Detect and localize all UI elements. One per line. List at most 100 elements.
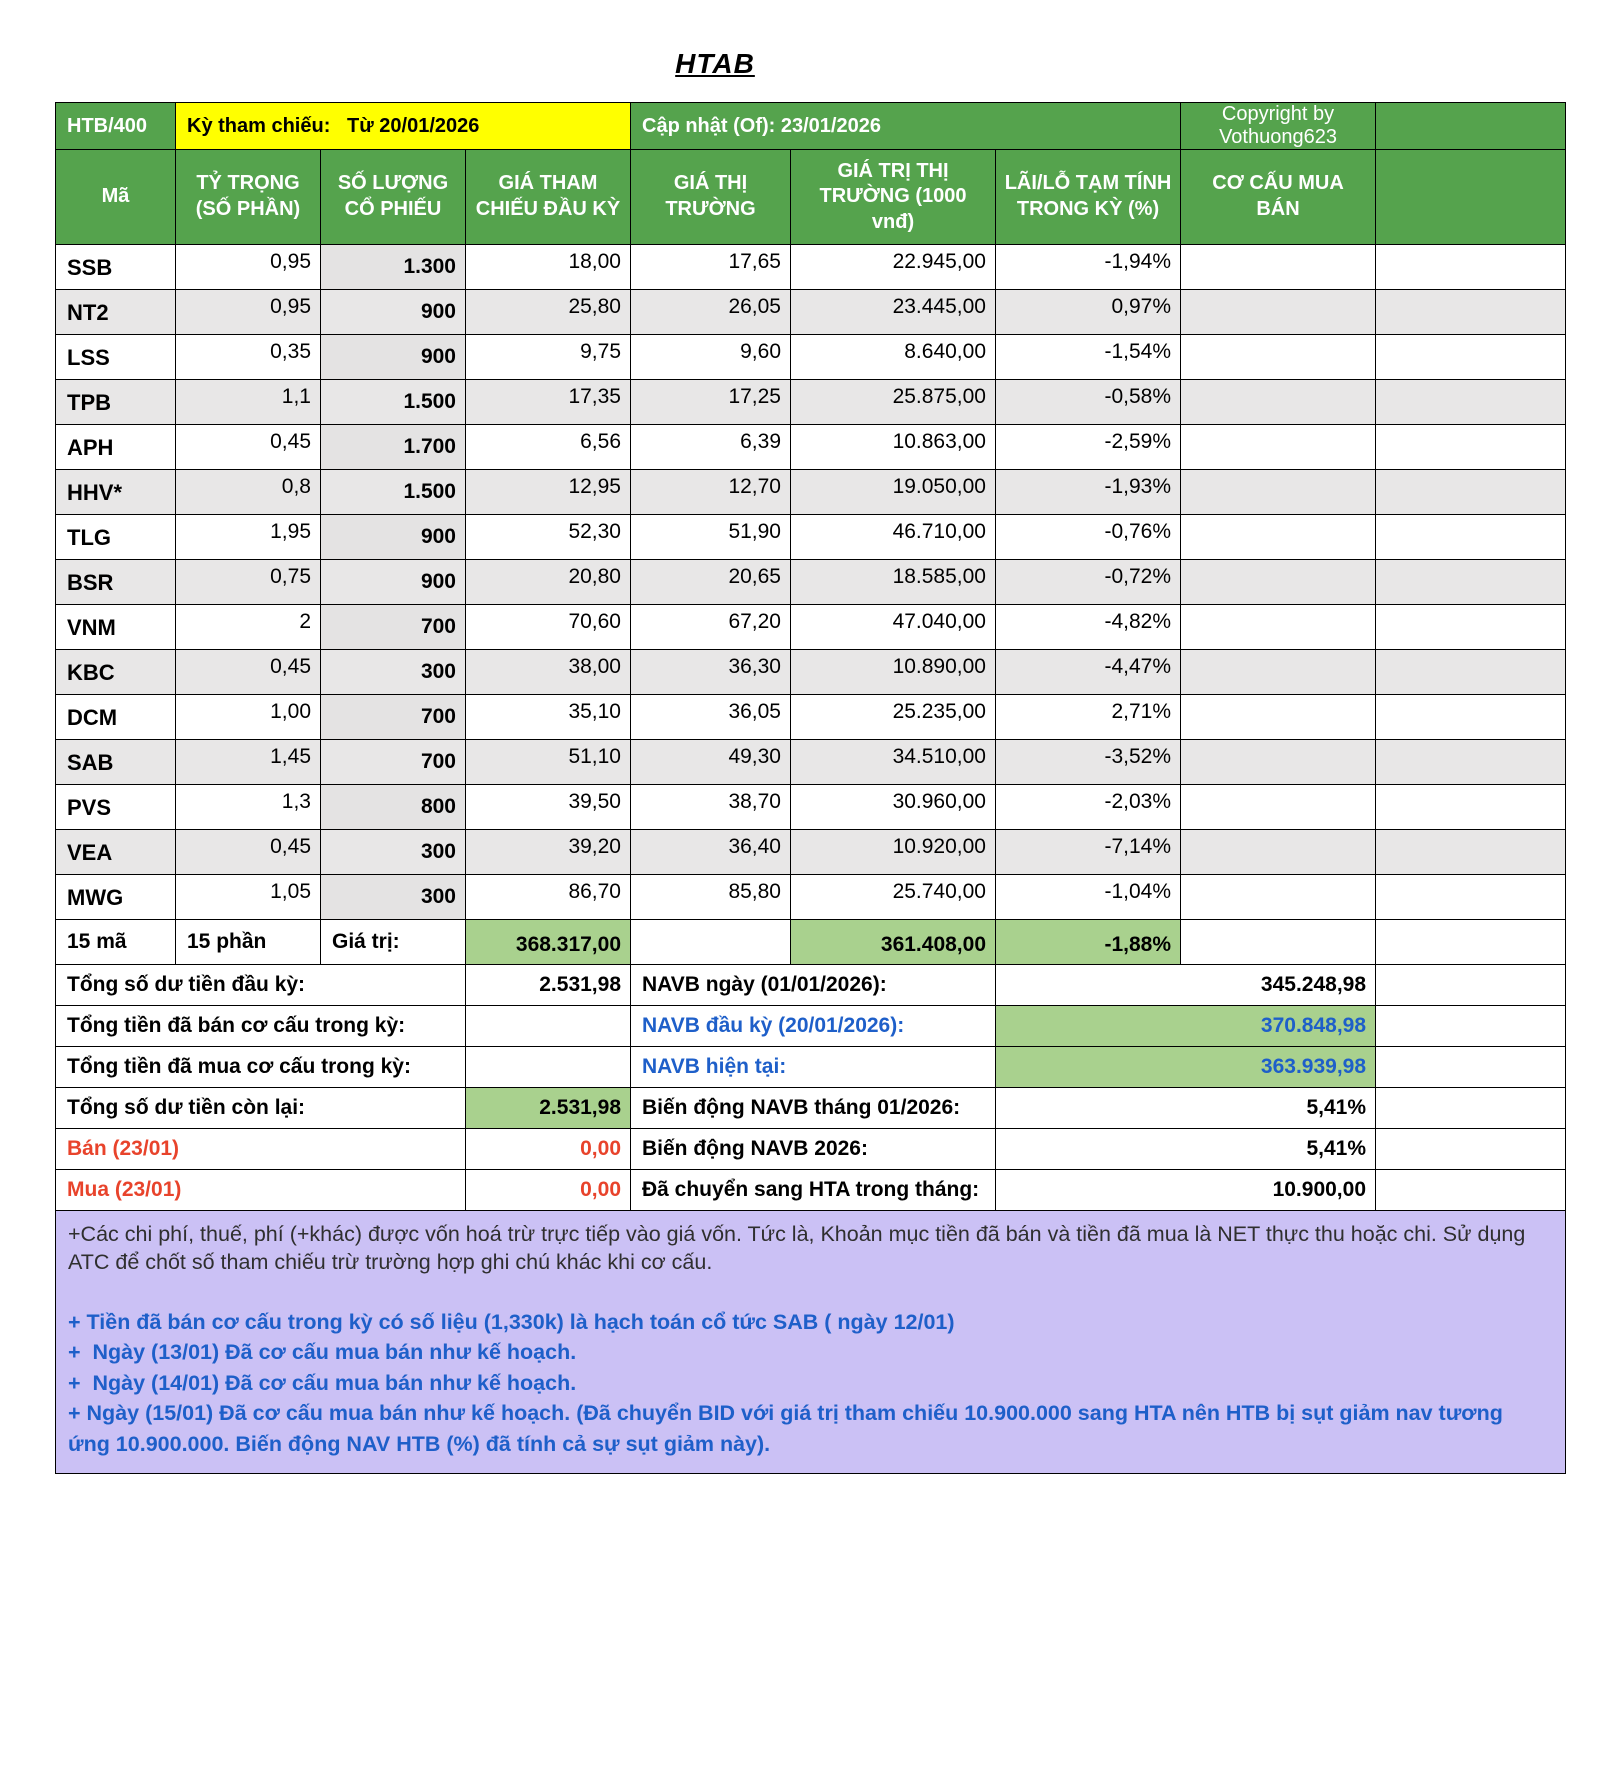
summary-empty-cell[interactable] bbox=[630, 919, 791, 965]
summary-count-cell[interactable]: 15 mã bbox=[55, 919, 176, 965]
weight-cell[interactable]: 2 bbox=[175, 604, 321, 650]
action-cell[interactable] bbox=[1180, 514, 1377, 560]
action-cell[interactable] bbox=[1180, 289, 1377, 335]
action-cell[interactable] bbox=[1180, 604, 1377, 650]
market-price-cell[interactable]: 51,90 bbox=[630, 514, 791, 560]
market-value-cell[interactable]: 10.920,00 bbox=[790, 829, 996, 875]
quantity-cell[interactable]: 900 bbox=[320, 289, 466, 335]
ref-price-cell[interactable]: 6,56 bbox=[465, 424, 631, 470]
market-value-cell[interactable]: 46.710,00 bbox=[790, 514, 996, 560]
weight-cell[interactable]: 0,95 bbox=[175, 244, 321, 290]
ticker-cell[interactable]: SAB bbox=[55, 739, 176, 785]
weight-cell[interactable]: 0,8 bbox=[175, 469, 321, 515]
quantity-cell[interactable]: 300 bbox=[320, 649, 466, 695]
spacer-cell[interactable] bbox=[1375, 1128, 1567, 1170]
quantity-cell[interactable]: 700 bbox=[320, 694, 466, 740]
value-opening-cash[interactable]: 2.531,98 bbox=[465, 964, 631, 1006]
label-remaining-cash[interactable]: Tổng số dư tiền còn lại: bbox=[55, 1087, 466, 1129]
action-cell[interactable] bbox=[1180, 379, 1377, 425]
col-header-ticker[interactable]: Mã bbox=[55, 149, 176, 245]
pnl-cell[interactable]: -0,72% bbox=[994, 559, 1182, 605]
ref-price-cell[interactable]: 25,80 bbox=[465, 289, 631, 335]
extra-cell[interactable] bbox=[1375, 649, 1567, 695]
label-bought-in-period[interactable]: Tổng tiền đã mua cơ cấu trong kỳ: bbox=[55, 1046, 466, 1088]
market-price-cell[interactable]: 17,65 bbox=[630, 244, 791, 290]
ref-price-cell[interactable]: 9,75 bbox=[465, 334, 631, 380]
quantity-cell[interactable]: 300 bbox=[320, 829, 466, 875]
spacer-cell[interactable] bbox=[1375, 964, 1567, 1006]
quantity-cell[interactable]: 700 bbox=[320, 604, 466, 650]
value-navb-change-year[interactable]: 5,41% bbox=[994, 1128, 1377, 1170]
quantity-cell[interactable]: 1.500 bbox=[320, 469, 466, 515]
quantity-cell[interactable]: 300 bbox=[320, 874, 466, 920]
summary-extra-cell[interactable] bbox=[1375, 919, 1567, 965]
weight-cell[interactable]: 0,45 bbox=[175, 829, 321, 875]
summary-action-cell[interactable] bbox=[1180, 919, 1377, 965]
col-header-action[interactable]: CƠ CẤU MUA BÁN bbox=[1180, 149, 1377, 245]
value-navb-date[interactable]: 345.248,98 bbox=[994, 964, 1377, 1006]
ref-price-cell[interactable]: 20,80 bbox=[465, 559, 631, 605]
pnl-cell[interactable]: -1,04% bbox=[994, 874, 1182, 920]
pnl-cell[interactable]: -1,93% bbox=[994, 469, 1182, 515]
pnl-cell[interactable]: 0,97% bbox=[994, 289, 1182, 335]
col-header-weight[interactable]: TỶ TRỌNG (SỐ PHẦN) bbox=[175, 149, 321, 245]
ref-price-cell[interactable]: 39,50 bbox=[465, 784, 631, 830]
pnl-cell[interactable]: -3,52% bbox=[994, 739, 1182, 785]
extra-cell[interactable] bbox=[1375, 424, 1567, 470]
ref-price-cell[interactable]: 70,60 bbox=[465, 604, 631, 650]
action-cell[interactable] bbox=[1180, 784, 1377, 830]
value-remaining-cash[interactable]: 2.531,98 bbox=[465, 1087, 631, 1129]
weight-cell[interactable]: 1,05 bbox=[175, 874, 321, 920]
spacer-cell[interactable] bbox=[1375, 1005, 1567, 1047]
market-price-cell[interactable]: 26,05 bbox=[630, 289, 791, 335]
weight-cell[interactable]: 0,95 bbox=[175, 289, 321, 335]
pnl-cell[interactable]: 2,71% bbox=[994, 694, 1182, 740]
label-sell-date[interactable]: Bán (23/01) bbox=[55, 1128, 466, 1170]
market-price-cell[interactable]: 36,30 bbox=[630, 649, 791, 695]
market-price-cell[interactable]: 36,40 bbox=[630, 829, 791, 875]
ticker-cell[interactable]: APH bbox=[55, 424, 176, 470]
action-cell[interactable] bbox=[1180, 649, 1377, 695]
ticker-cell[interactable]: VEA bbox=[55, 829, 176, 875]
ticker-cell[interactable]: HHV* bbox=[55, 469, 176, 515]
spacer-cell[interactable] bbox=[1375, 1046, 1567, 1088]
extra-cell[interactable] bbox=[1375, 829, 1567, 875]
update-date-cell[interactable]: Cập nhật (Of): 23/01/2026 bbox=[629, 102, 1182, 150]
extra-cell[interactable] bbox=[1375, 559, 1567, 605]
extra-cell[interactable] bbox=[1375, 784, 1567, 830]
action-cell[interactable] bbox=[1180, 739, 1377, 785]
market-value-cell[interactable]: 25.235,00 bbox=[790, 694, 996, 740]
value-navb-start[interactable]: 370.848,98 bbox=[994, 1005, 1377, 1047]
label-opening-cash[interactable]: Tổng số dư tiền đầu kỳ: bbox=[55, 964, 466, 1006]
spacer-cell[interactable] bbox=[1375, 1087, 1567, 1129]
weight-cell[interactable]: 0,75 bbox=[175, 559, 321, 605]
col-header-market-price[interactable]: GIÁ THỊ TRƯỜNG bbox=[630, 149, 791, 245]
action-cell[interactable] bbox=[1180, 424, 1377, 470]
label-transferred-hta[interactable]: Đã chuyển sang HTA trong tháng: bbox=[630, 1169, 996, 1211]
value-sell-date[interactable]: 0,00 bbox=[465, 1128, 631, 1170]
extra-cell[interactable] bbox=[1375, 694, 1567, 740]
market-price-cell[interactable]: 67,20 bbox=[630, 604, 791, 650]
ref-price-cell[interactable]: 52,30 bbox=[465, 514, 631, 560]
label-navb-start[interactable]: NAVB đầu kỳ (20/01/2026): bbox=[630, 1005, 996, 1047]
value-navb-change-month[interactable]: 5,41% bbox=[994, 1087, 1377, 1129]
label-navb-current[interactable]: NAVB hiện tại: bbox=[630, 1046, 996, 1088]
action-cell[interactable] bbox=[1180, 874, 1377, 920]
action-cell[interactable] bbox=[1180, 829, 1377, 875]
quantity-cell[interactable]: 900 bbox=[320, 334, 466, 380]
action-cell[interactable] bbox=[1180, 244, 1377, 290]
extra-cell[interactable] bbox=[1375, 289, 1567, 335]
weight-cell[interactable]: 1,00 bbox=[175, 694, 321, 740]
quantity-cell[interactable]: 900 bbox=[320, 514, 466, 560]
pnl-cell[interactable]: -2,59% bbox=[994, 424, 1182, 470]
ticker-cell[interactable]: LSS bbox=[55, 334, 176, 380]
quantity-cell[interactable]: 1.700 bbox=[320, 424, 466, 470]
pnl-cell[interactable]: -4,82% bbox=[994, 604, 1182, 650]
value-navb-current[interactable]: 363.939,98 bbox=[994, 1046, 1377, 1088]
extra-cell[interactable] bbox=[1375, 739, 1567, 785]
market-price-cell[interactable]: 38,70 bbox=[630, 784, 791, 830]
col-header-ref-price[interactable]: GIÁ THAM CHIẾU ĐẦU KỲ bbox=[465, 149, 631, 245]
action-cell[interactable] bbox=[1180, 559, 1377, 605]
weight-cell[interactable]: 1,45 bbox=[175, 739, 321, 785]
pnl-cell[interactable]: -1,54% bbox=[994, 334, 1182, 380]
